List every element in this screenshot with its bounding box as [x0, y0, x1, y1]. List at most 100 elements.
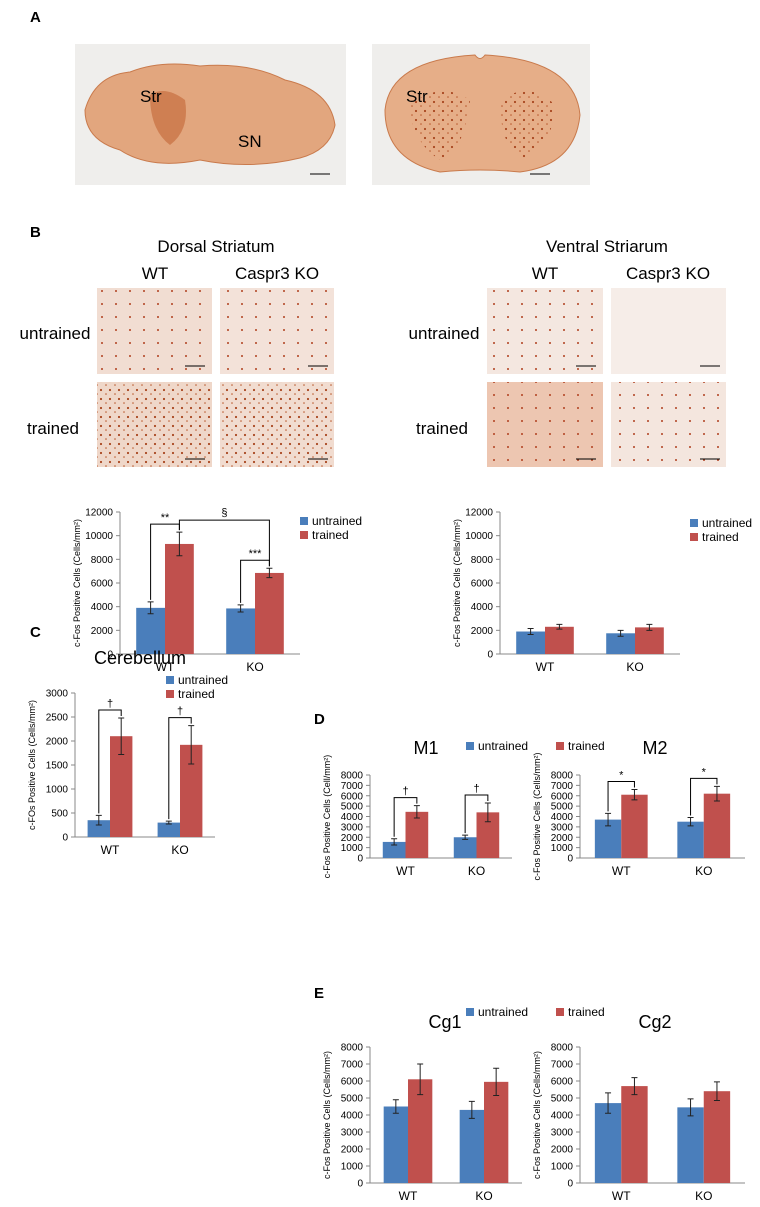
y-tick-label: 3000 [341, 1128, 364, 1139]
error-bar [413, 805, 420, 819]
bar [703, 1091, 731, 1183]
significance-label: *** [249, 548, 263, 560]
y-tick-label: 0 [357, 854, 363, 865]
column-label: WT [142, 264, 168, 283]
significance-label: † [473, 783, 479, 795]
y-tick-label: 5000 [341, 802, 364, 813]
bar [621, 794, 648, 858]
y-tick-label: 4000 [341, 812, 364, 823]
bar [110, 736, 133, 837]
error-bar [266, 567, 273, 579]
x-tick-label: WT [612, 1189, 631, 1202]
legend-swatch [300, 517, 308, 525]
bar [136, 607, 165, 654]
error-bar [631, 789, 638, 801]
significance-label: ** [161, 512, 170, 524]
x-tick-label: KO [468, 864, 485, 878]
bar [405, 811, 429, 858]
y-tick-label: 5000 [341, 1094, 364, 1105]
y-tick-label: 4000 [341, 1111, 364, 1122]
y-tick-label: 12000 [85, 508, 113, 519]
significance-label: † [402, 786, 408, 798]
y-tick-label: 4000 [551, 1111, 574, 1122]
panel-label: B [30, 224, 41, 241]
x-tick-label: WT [396, 864, 415, 878]
row-label: untrained [409, 324, 480, 343]
y-tick-label: 7000 [551, 1060, 574, 1071]
y-tick-label: 7000 [551, 781, 574, 792]
y-tick-label: 7000 [341, 781, 364, 792]
bar [635, 627, 664, 654]
y-tick-label: 8000 [341, 771, 364, 782]
significance-label: * [619, 770, 624, 782]
y-tick-label: 6000 [471, 579, 494, 590]
y-tick-label: 5000 [551, 802, 574, 813]
y-tick-label: 8000 [551, 1043, 574, 1054]
x-tick-label: KO [475, 1189, 492, 1202]
error-bar [687, 1098, 694, 1117]
significance-bracket [690, 777, 718, 816]
bar [677, 821, 704, 858]
legend-label: trained [702, 530, 739, 544]
image-label: SN [238, 132, 262, 151]
bar [255, 572, 284, 654]
bar [226, 608, 255, 654]
section-title: Ventral Striarum [546, 237, 668, 256]
y-tick-label: 6000 [551, 1077, 574, 1088]
y-tick-label: 4000 [551, 812, 574, 823]
y-tick-label: 4000 [91, 602, 114, 613]
y-tick-label: 0 [487, 650, 493, 661]
y-tick-label: 2000 [551, 1145, 574, 1156]
y-tick-label: 1500 [46, 761, 69, 772]
micrographs [97, 288, 726, 467]
y-tick-label: 10000 [85, 531, 113, 542]
legend-label: untrained [312, 514, 362, 528]
error-bar [95, 814, 102, 826]
bar [383, 1106, 408, 1183]
x-tick-label: KO [695, 1189, 712, 1202]
bar [165, 543, 194, 654]
y-axis-label: c-Fos Positive Cells (Cells/mm²) [72, 519, 82, 647]
y-tick-label: 5000 [551, 1094, 574, 1105]
x-tick-label: WT [612, 864, 631, 878]
bar [459, 1109, 484, 1183]
panel-label: A [30, 9, 41, 26]
sagittal-tissue [84, 63, 336, 166]
y-tick-label: 4000 [471, 602, 494, 613]
bar [382, 841, 406, 858]
legend-label: untrained [702, 516, 752, 530]
significance-bracket [393, 797, 418, 837]
y-tick-label: 2000 [341, 833, 364, 844]
x-tick-label: WT [536, 660, 555, 674]
significance-bracket [98, 709, 122, 814]
significance-label: † [107, 698, 113, 710]
y-axis-label: c-Fos Positive Cells (Cells/mm²) [532, 1051, 542, 1179]
error-bar [484, 802, 491, 823]
micrograph-dots [220, 288, 334, 374]
legend-swatch [300, 531, 308, 539]
image-label: Str [406, 87, 428, 106]
chart-title: Cg2 [638, 1012, 671, 1032]
error-bar [527, 628, 534, 635]
bar [545, 626, 574, 654]
legend-swatch [466, 742, 474, 750]
y-tick-label: 6000 [91, 579, 114, 590]
legend-label: trained [568, 739, 605, 753]
panel-label: C [30, 624, 41, 641]
chart-title: M2 [642, 738, 667, 758]
chart-title: M1 [413, 738, 438, 758]
significance-bracket [178, 519, 270, 567]
significance-bracket [607, 781, 635, 812]
y-tick-label: 7000 [341, 1060, 364, 1071]
y-axis-label: c-Fos Positive Cells (Cell/mm²) [322, 755, 332, 879]
row-label: trained [416, 419, 468, 438]
error-bar [391, 838, 398, 846]
error-bar [462, 834, 469, 840]
scale-bars [185, 365, 720, 460]
y-tick-label: 2000 [471, 626, 494, 637]
error-bar [713, 1081, 720, 1102]
y-tick-label: 12000 [465, 508, 493, 519]
y-tick-label: 1000 [551, 843, 574, 854]
image-label: Str [140, 87, 162, 106]
y-tick-label: 0 [62, 833, 68, 844]
